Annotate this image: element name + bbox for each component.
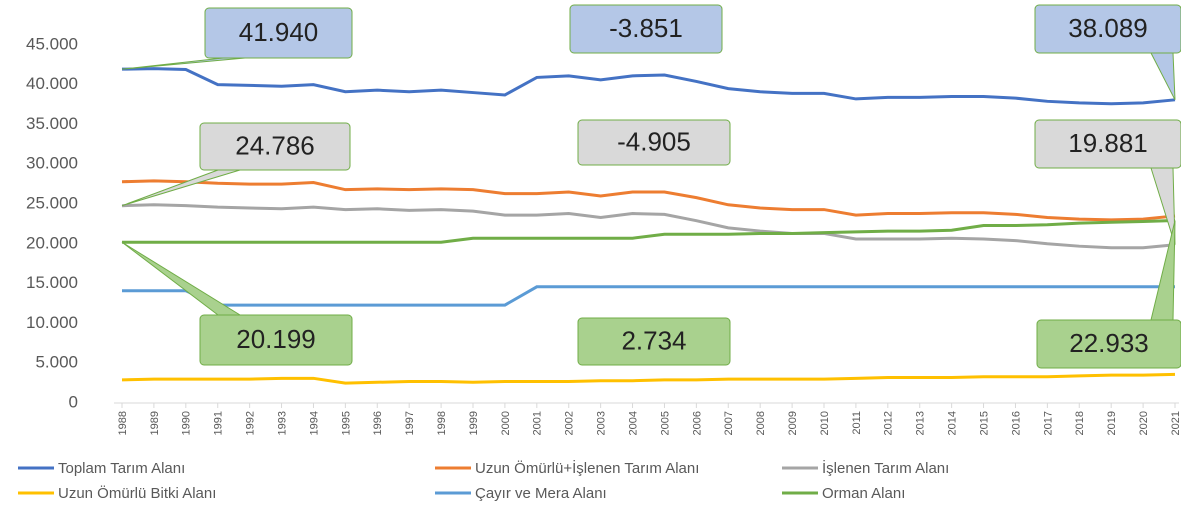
callout-text: -3.851 (609, 13, 683, 43)
series-line (122, 285, 1175, 307)
x-tick-label: 1995 (340, 411, 352, 435)
x-tick-label: 2013 (915, 411, 927, 435)
x-tick-label: 2002 (564, 411, 576, 435)
series-line (121, 67, 1176, 106)
series-line (121, 218, 1176, 244)
y-tick-label: 45.000 (26, 34, 78, 53)
x-tick-label: 2010 (819, 411, 831, 435)
callout-box (199, 314, 353, 366)
x-tick-label: 2017 (1042, 411, 1054, 435)
callout-text: 20.199 (236, 324, 316, 354)
callout-box (577, 119, 731, 166)
series-line (121, 203, 1176, 250)
x-tick-label: 2021 (1170, 411, 1181, 435)
x-tick-label: 2004 (627, 411, 639, 435)
legend-label: Uzun Ömürlü+İşlenen Tarım Alanı (475, 459, 699, 477)
y-tick-label: 20.000 (26, 233, 78, 252)
callout-text: 22.933 (1069, 328, 1149, 358)
y-tick-label: 35.000 (26, 114, 78, 133)
legend-label: İşlenen Tarım Alanı (822, 459, 949, 477)
x-tick-label: 1991 (213, 411, 225, 435)
callout-text: 24.786 (235, 130, 315, 160)
x-tick-label: 2009 (787, 411, 799, 435)
callout-text: 19.881 (1068, 128, 1148, 158)
callout-pointer (121, 241, 242, 316)
legend-label: Toplam Tarım Alanı (58, 460, 185, 477)
x-tick-label: 1993 (276, 411, 288, 435)
y-tick-label: 10.000 (26, 313, 78, 332)
callout-pointer (1150, 167, 1176, 245)
callout-box (1034, 4, 1181, 54)
x-tick-label: 2006 (691, 411, 703, 435)
y-tick-label: 30.000 (26, 154, 78, 173)
legend-label: Orman Alanı (822, 485, 905, 502)
series-line (121, 179, 1176, 222)
x-tick-label: 1998 (436, 411, 448, 435)
callout-box (199, 122, 351, 171)
x-tick-label: 1990 (181, 411, 193, 435)
x-tick-label: 2018 (1074, 411, 1086, 435)
callout-text: 41.940 (239, 17, 319, 47)
x-tick-label: 2000 (500, 411, 512, 435)
x-tick-label: 2001 (532, 411, 544, 435)
x-tick-label: 2003 (596, 411, 608, 435)
callout-box (204, 7, 353, 59)
y-tick-label: 15.000 (26, 273, 78, 292)
x-tick-label: 1989 (149, 411, 161, 435)
callout-pointer (1150, 220, 1176, 321)
legend-label: Uzun Ömürlü Bitki Alanı (58, 484, 216, 502)
legend-label: Çayır ve Mera Alanı (475, 485, 607, 502)
callout-text: -4.905 (617, 126, 691, 156)
x-tick-label: 1999 (468, 411, 480, 435)
callout-box (577, 317, 731, 366)
x-tick-label: 2014 (947, 411, 959, 435)
x-tick-label: 1994 (308, 411, 320, 435)
callout-pointer (121, 169, 241, 207)
x-tick-label: 2020 (1138, 411, 1150, 435)
y-tick-label: 40.000 (26, 74, 78, 93)
x-tick-label: 1992 (245, 411, 257, 435)
y-tick-label: 0 (69, 392, 78, 411)
y-tick-label: 5.000 (35, 353, 78, 372)
callout-text: 2.734 (621, 325, 686, 355)
x-tick-label: 1997 (404, 411, 416, 435)
x-tick-label: 2005 (659, 411, 671, 435)
callout-box (1036, 319, 1181, 369)
callout-text: 38.089 (1068, 13, 1148, 43)
x-tick-label: 2012 (883, 411, 895, 435)
x-tick-label: 2019 (1106, 411, 1118, 435)
x-tick-label: 1988 (117, 411, 129, 435)
y-tick-label: 25.000 (26, 193, 78, 212)
x-tick-label: 2008 (755, 411, 767, 435)
callout-pointer (121, 57, 246, 70)
callout-pointer (1150, 52, 1176, 101)
x-tick-label: 2011 (851, 411, 863, 435)
callout-box (569, 4, 723, 54)
callout-box (1034, 119, 1181, 169)
x-tick-label: 2016 (1010, 411, 1022, 435)
x-tick-label: 2007 (723, 411, 735, 435)
x-tick-label: 1996 (372, 411, 384, 435)
x-tick-label: 2015 (978, 411, 990, 435)
series-line (121, 372, 1176, 385)
